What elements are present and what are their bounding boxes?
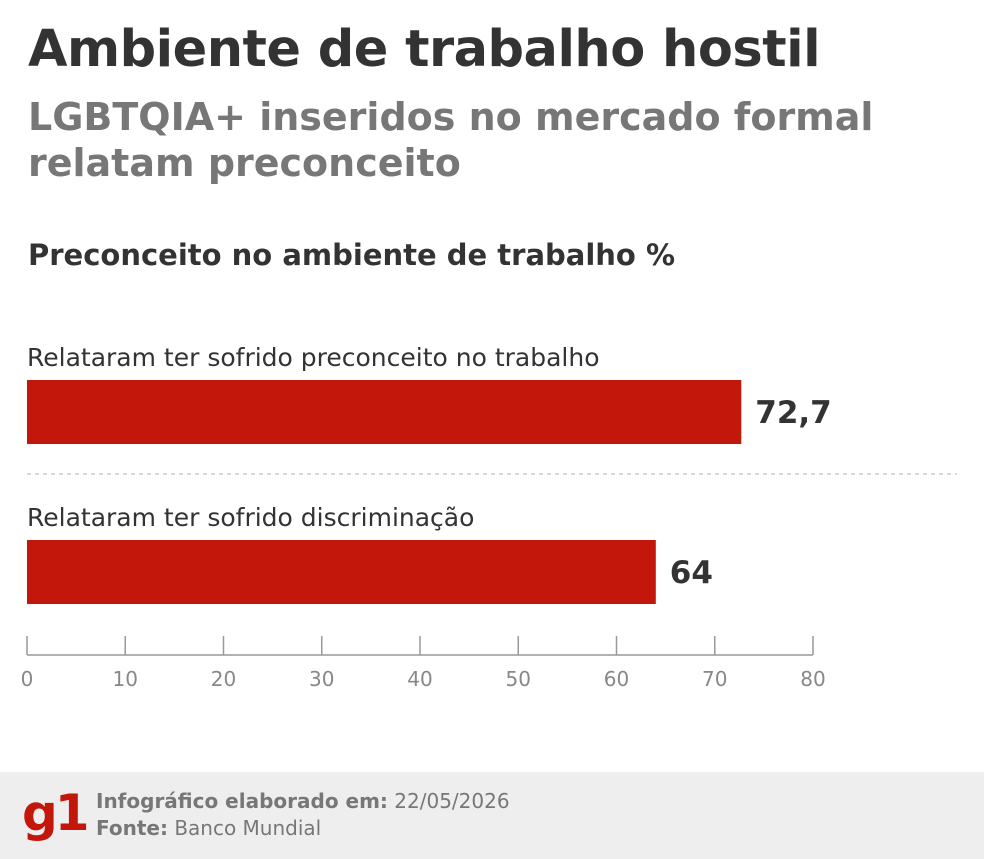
footer-date-value: 22/05/2026 [394, 789, 510, 813]
footer-source-value: Banco Mundial [174, 816, 322, 840]
x-axis-tick-label: 40 [407, 667, 432, 691]
x-axis-tick-label: 60 [604, 667, 629, 691]
page-title: Ambiente de trabalho hostil [28, 20, 821, 79]
page-subtitle: LGBTQIA+ inseridos no mercado formal rel… [28, 95, 874, 185]
footer-date-label: Infográfico elaborado em: [96, 789, 388, 813]
x-axis-tick-label: 20 [211, 667, 236, 691]
footer: g1 Infográfico elaborado em: 22/05/2026 … [0, 772, 984, 859]
footer-source-label: Fonte: [96, 816, 168, 840]
bar-category-label: Relataram ter sofrido preconceito no tra… [27, 343, 600, 372]
bar [27, 540, 656, 604]
bar-category-label: Relataram ter sofrido discriminação [27, 503, 474, 532]
x-axis-tick-label: 70 [702, 667, 727, 691]
x-axis-tick-label: 50 [506, 667, 531, 691]
bar-value-label: 64 [670, 555, 713, 591]
g1-logo: g1 [22, 784, 90, 842]
footer-date-line: Infográfico elaborado em: 22/05/2026 [96, 789, 510, 813]
x-axis-tick-label: 80 [800, 667, 825, 691]
chart-title: Preconceito no ambiente de trabalho % [28, 238, 676, 272]
x-axis-tick-label: 10 [113, 667, 138, 691]
x-axis-tick-label: 30 [309, 667, 334, 691]
x-axis-tick-label: 0 [21, 667, 34, 691]
bar [27, 380, 742, 444]
bar-value-label: 72,7 [755, 395, 832, 431]
footer-source-line: Fonte: Banco Mundial [96, 816, 321, 840]
bar-chart: Relataram ter sofrido preconceito no tra… [21, 343, 957, 691]
